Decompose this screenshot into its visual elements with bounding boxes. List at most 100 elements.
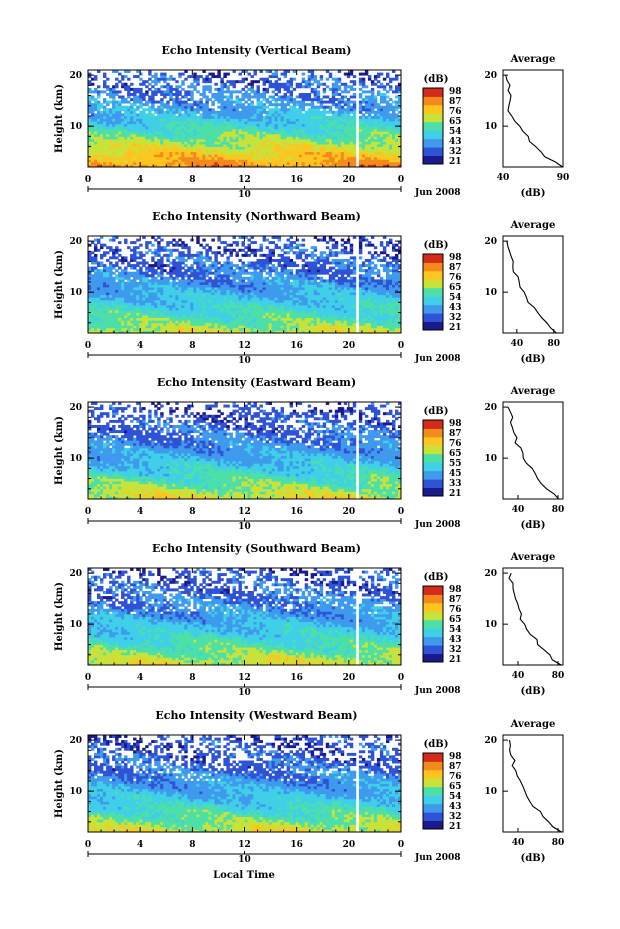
- heatmap-cell: [178, 138, 182, 142]
- heatmap-cell: [241, 126, 245, 130]
- heatmap-cell: [337, 146, 342, 150]
- heatmap-cell: [343, 121, 348, 125]
- heatmap-cell: [136, 136, 140, 140]
- heatmap-cell: [226, 100, 230, 104]
- heatmap-cell: [346, 302, 351, 306]
- heatmap-cell: [220, 85, 224, 89]
- heatmap-cell: [328, 110, 333, 114]
- heatmap-cell: [142, 93, 146, 96]
- heatmap-cell: [109, 330, 113, 334]
- heatmap-cell: [97, 325, 101, 329]
- heatmap-cell: [118, 103, 122, 107]
- heatmap-cell: [175, 128, 179, 132]
- heatmap-cell: [364, 133, 369, 137]
- heatmap-cell: [151, 123, 155, 127]
- heatmap-cell: [331, 322, 336, 326]
- heatmap-cell: [118, 320, 122, 324]
- heatmap-cell: [295, 126, 300, 130]
- heatmap-cell: [295, 164, 300, 168]
- heatmap-cell: [253, 330, 257, 334]
- heatmap-cell: [232, 156, 236, 160]
- heatmap-cell: [307, 304, 312, 308]
- heatmap-cell: [220, 161, 224, 165]
- heatmap-cell: [253, 131, 257, 135]
- heatmap-cell: [346, 297, 351, 301]
- heatmap-cell: [259, 299, 263, 303]
- heatmap-cell: [121, 141, 125, 145]
- heatmap-cell: [395, 320, 399, 324]
- heatmap-cell: [292, 123, 297, 127]
- heatmap-cell: [235, 292, 239, 296]
- heatmap-cell: [265, 141, 270, 145]
- heatmap-cell: [304, 82, 309, 86]
- heatmap-cell: [223, 304, 227, 308]
- heatmap-cell: [250, 292, 254, 296]
- heatmap-cells: [88, 70, 402, 168]
- heatmap-cell: [259, 136, 263, 140]
- heatmap-cell: [307, 159, 312, 163]
- heatmap-cell: [157, 327, 161, 331]
- heatmap-cell: [163, 123, 167, 127]
- heatmap-cell: [199, 325, 203, 329]
- heatmap-cell: [346, 128, 351, 132]
- heatmap-cell: [298, 156, 303, 160]
- heatmap-cell: [232, 138, 236, 142]
- heatmap-cell: [136, 75, 140, 79]
- heatmap-cell: [136, 149, 140, 153]
- heatmap-cell: [268, 80, 273, 84]
- heatmap-cell: [214, 95, 218, 99]
- heatmap-cell: [133, 131, 137, 135]
- heatmap-cell: [328, 121, 333, 125]
- heatmap-cell: [256, 304, 260, 308]
- heatmap-cell: [91, 320, 95, 324]
- heatmap-cell: [142, 82, 146, 86]
- heatmap-cell: [223, 136, 227, 140]
- heatmap-cell: [352, 327, 357, 331]
- heatmap-cell: [124, 144, 128, 147]
- heatmap-cell: [382, 131, 387, 135]
- heatmap-cell: [202, 312, 206, 316]
- heatmap-cell: [286, 161, 291, 165]
- heatmap-cell: [136, 131, 140, 135]
- heatmap-cell: [148, 72, 152, 76]
- heatmap-cell: [172, 146, 176, 150]
- heatmap-cell: [127, 100, 131, 104]
- heatmap-cell: [382, 315, 387, 319]
- heatmap-cell: [88, 294, 92, 298]
- heatmap-cell: [208, 98, 212, 102]
- heatmap-cell: [193, 292, 197, 296]
- heatmap-cell: [373, 100, 378, 104]
- heatmap-cell: [220, 136, 224, 140]
- heatmap-cell: [103, 75, 107, 79]
- heatmap-cell: [199, 103, 203, 107]
- heatmap-cell: [211, 110, 215, 114]
- heatmap-cell: [376, 93, 381, 96]
- heatmap-cell: [88, 320, 92, 324]
- heatmap-cell: [389, 98, 393, 102]
- heatmap-cell: [91, 325, 95, 329]
- heatmap-cell: [175, 327, 179, 331]
- heatmap-cell: [241, 77, 245, 81]
- heatmap-cell: [358, 327, 363, 331]
- heatmap-cell: [175, 299, 179, 303]
- heatmap-cell: [139, 141, 143, 145]
- heatmap-cell: [256, 310, 260, 313]
- heatmap-cell: [118, 100, 122, 104]
- heatmap-cell: [379, 330, 384, 334]
- heatmap-cell: [115, 70, 119, 73]
- heatmap-cell: [184, 151, 188, 155]
- heatmap-cell: [292, 310, 297, 313]
- heatmap-cell: [130, 317, 134, 321]
- heatmap-cell: [286, 103, 291, 107]
- heatmap-cell: [139, 113, 143, 117]
- heatmap-cell: [169, 302, 173, 306]
- heatmap-cell: [253, 90, 257, 94]
- heatmap-cell: [91, 115, 95, 119]
- heatmap-cell: [223, 128, 227, 132]
- heatmap-cell: [175, 110, 179, 114]
- heatmap-cell: [184, 154, 188, 158]
- heatmap-cell: [364, 70, 369, 73]
- heatmap-cell: [395, 312, 399, 316]
- heatmap-cell: [109, 315, 113, 319]
- heatmap-cell: [271, 113, 276, 117]
